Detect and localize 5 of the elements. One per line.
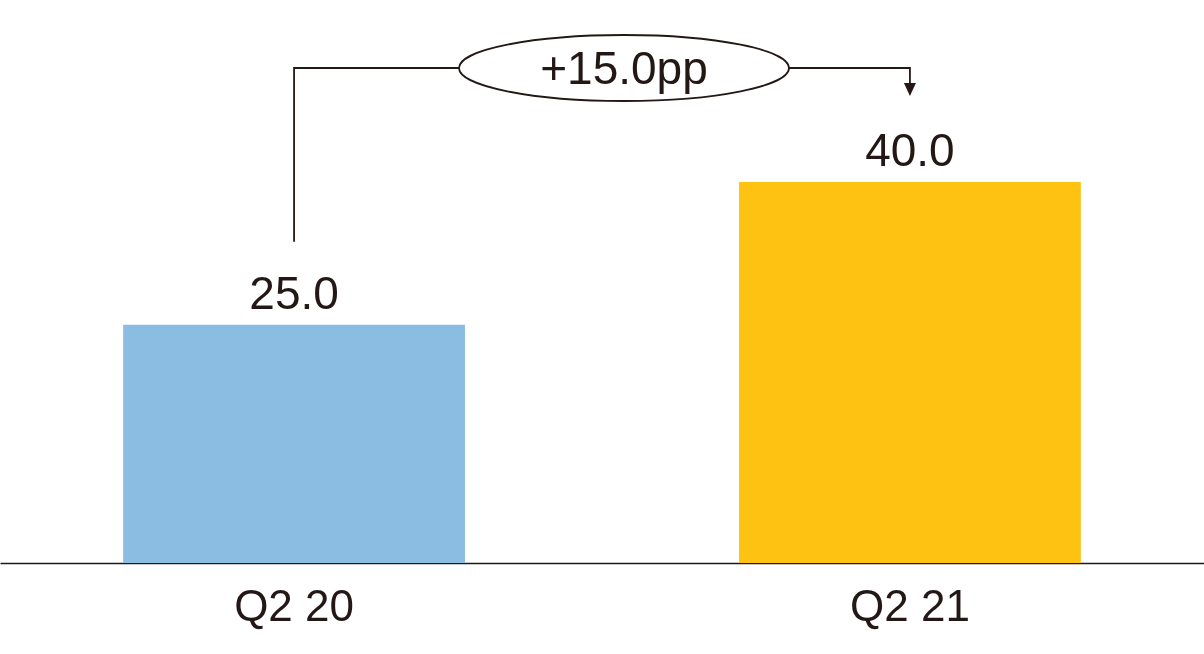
text: +15.0pp: [540, 42, 708, 94]
data-label: 25.0: [249, 266, 339, 319]
data-label: 40.0: [865, 123, 955, 176]
x-tick-label: Q2 21: [849, 580, 970, 630]
x-tick-label: Q2 20: [234, 580, 355, 630]
